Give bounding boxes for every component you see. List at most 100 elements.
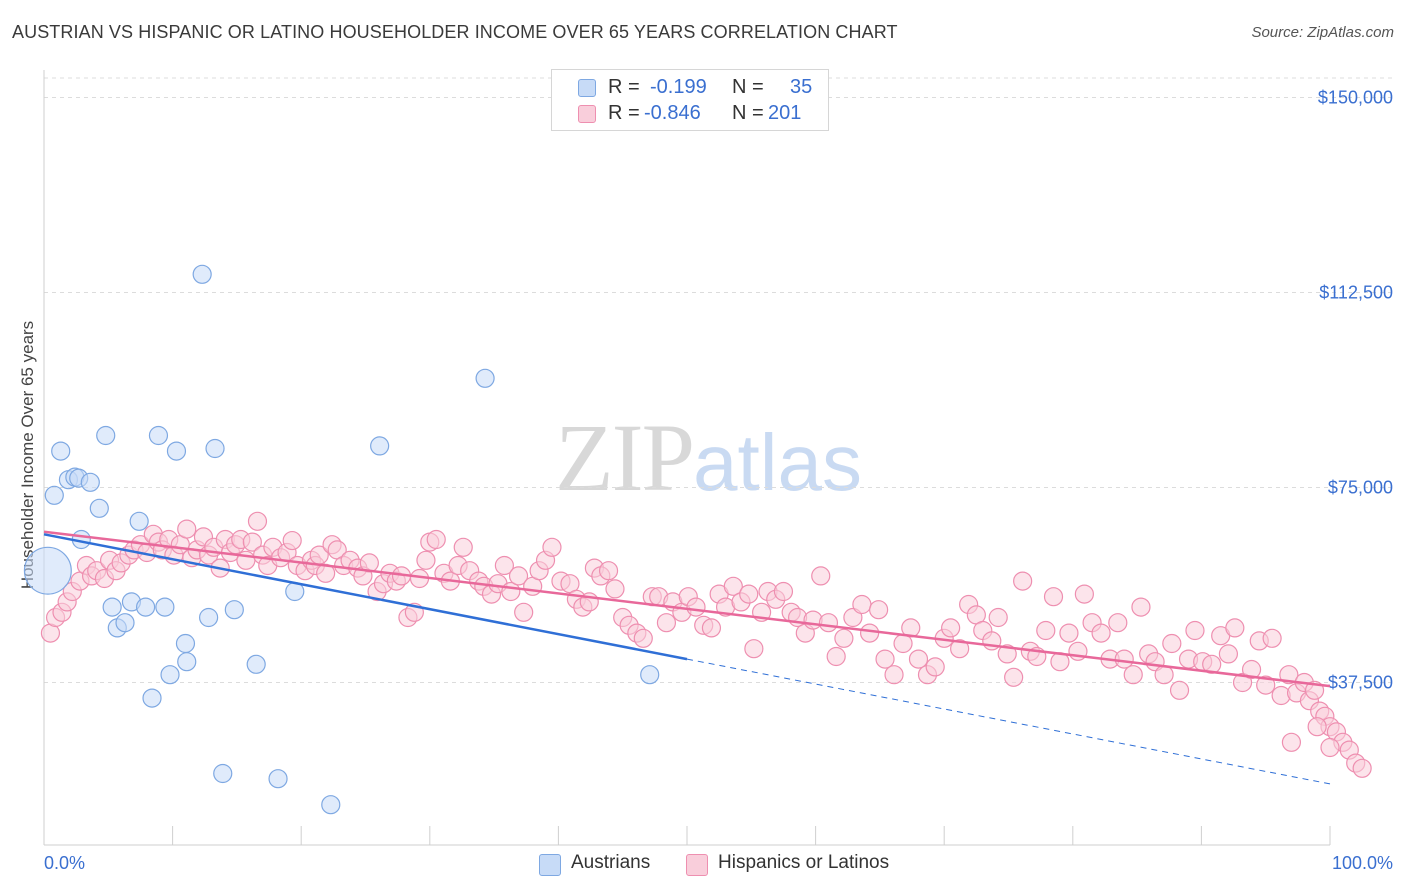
austrians-point xyxy=(115,613,135,633)
hispanics-point xyxy=(875,649,895,669)
correlation-legend: R = -0.199 N = 35 R = -0.846 N = 201 xyxy=(551,69,829,131)
austrians-point xyxy=(640,665,660,685)
watermark-zip: ZIP xyxy=(555,404,695,511)
austrians-point xyxy=(370,436,390,456)
austrians-point xyxy=(475,368,495,388)
austrians-point xyxy=(205,438,225,459)
hispanics-point xyxy=(426,529,446,550)
hispanics-point xyxy=(950,639,970,659)
austrians-point xyxy=(96,425,116,446)
austrians-point xyxy=(199,607,219,628)
hispanics-point xyxy=(1241,659,1262,680)
austrians-point xyxy=(321,795,341,815)
hispanics-point xyxy=(739,584,759,604)
hispanics-point xyxy=(826,646,846,667)
hispanics-point xyxy=(773,581,794,602)
hispanics-point xyxy=(1036,620,1056,641)
hispanics-point xyxy=(1123,665,1143,685)
hispanics-point xyxy=(1114,649,1134,669)
austrians-point xyxy=(129,511,149,531)
hispanics-point xyxy=(834,628,854,648)
hispanics-point xyxy=(1281,732,1302,752)
austrians-point xyxy=(192,264,212,284)
n-value: 201 xyxy=(768,102,802,124)
hispanics-point xyxy=(1162,633,1182,654)
hispanics-point xyxy=(1131,597,1151,617)
r-label: R = xyxy=(608,102,640,124)
hispanics-point xyxy=(453,537,473,557)
hispanics-point xyxy=(282,530,302,551)
hispanics-point xyxy=(242,532,262,552)
hispanics-swatch xyxy=(686,854,708,876)
austrians-point xyxy=(213,763,233,784)
hispanics-point xyxy=(1091,623,1111,643)
watermark-atlas: atlas xyxy=(693,418,862,507)
hispanics-point xyxy=(723,576,743,596)
austrians-point xyxy=(148,425,169,446)
hispanics-point xyxy=(1320,737,1340,758)
hispanics-point xyxy=(701,618,722,638)
hispanics-swatch xyxy=(578,105,596,123)
hispanics-point xyxy=(177,519,197,539)
hispanics-point xyxy=(1307,717,1327,737)
austrians-swatch xyxy=(539,854,561,876)
r-value: -0.846 xyxy=(644,102,701,124)
austrians-point xyxy=(268,769,288,789)
y-axis-label: Householder Income Over 65 years xyxy=(18,321,37,589)
austrians-point xyxy=(135,597,156,617)
austrians-point xyxy=(89,498,109,518)
hispanics-point xyxy=(1225,618,1245,638)
austrians-point xyxy=(175,633,196,654)
hispanics-point xyxy=(1013,571,1033,591)
hispanics-point xyxy=(656,613,677,633)
austrians-point xyxy=(224,600,244,620)
x-tick-label: 100.0% xyxy=(1332,853,1393,873)
hispanics-point xyxy=(633,628,653,648)
hispanics-point xyxy=(884,665,904,685)
austrians-point xyxy=(44,485,64,505)
austrians-swatch xyxy=(578,79,596,97)
hispanics-point xyxy=(1262,628,1282,648)
hispanics-point xyxy=(686,597,706,617)
hispanics-point xyxy=(811,566,831,586)
hispanics-point xyxy=(852,594,872,615)
hispanics-point xyxy=(416,550,436,570)
r-value: -0.199 xyxy=(650,76,707,98)
hispanics-point xyxy=(941,618,961,638)
austrians-point xyxy=(23,546,72,595)
legend-label: Hispanics or Latinos xyxy=(718,852,890,873)
source-label: Source: ZipAtlas.com xyxy=(1251,24,1394,41)
hispanics-point xyxy=(908,649,929,669)
hispanics-point xyxy=(925,657,945,677)
hispanics-point xyxy=(1232,672,1253,693)
y-tick-label: $75,000 xyxy=(1328,478,1393,498)
hispanics-point xyxy=(1279,665,1299,685)
austrians-point xyxy=(142,688,162,708)
hispanics-point xyxy=(1202,654,1222,674)
hispanics-point xyxy=(605,579,625,599)
hispanics-point xyxy=(1074,584,1094,604)
austrians-point xyxy=(246,654,266,674)
austrians-point xyxy=(160,665,180,685)
hispanics-point xyxy=(997,644,1017,664)
hispanics-point xyxy=(1154,665,1174,685)
hispanics-point xyxy=(598,561,619,581)
hispanics-point xyxy=(860,623,880,643)
legend-label: Austrians xyxy=(571,852,651,873)
hispanics-point xyxy=(1256,675,1276,695)
x-tick-label: 0.0% xyxy=(44,853,85,873)
hispanics-point xyxy=(542,537,562,557)
austrians-point xyxy=(155,597,175,617)
hispanics-point xyxy=(744,639,764,659)
chart-title: AUSTRIAN VS HISPANIC OR LATINO HOUSEHOLD… xyxy=(12,22,898,42)
austrians-point xyxy=(166,441,187,461)
hispanics-point xyxy=(514,602,534,622)
y-tick-label: $37,500 xyxy=(1328,673,1393,693)
hispanics-point xyxy=(843,607,863,628)
hispanics-point xyxy=(1059,623,1079,643)
r-label: R = xyxy=(608,76,640,98)
hispanics-point xyxy=(1169,680,1190,700)
hispanics-point xyxy=(818,613,839,633)
austrians-point xyxy=(80,472,100,492)
